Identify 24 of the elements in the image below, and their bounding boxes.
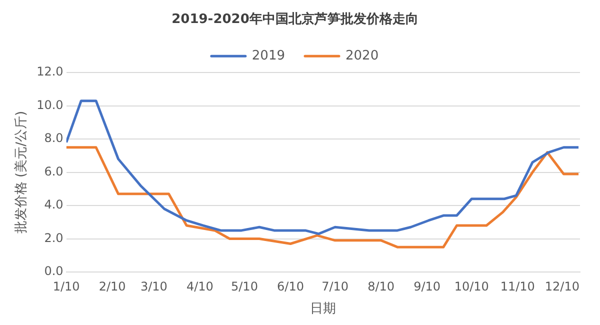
x-tick-label: 7/10 xyxy=(322,279,349,294)
y-tick-label: 8.0 xyxy=(44,131,64,146)
x-tick-label: 3/10 xyxy=(140,279,168,294)
x-tick-label: 2/10 xyxy=(98,279,126,294)
legend-label: 2019 xyxy=(252,48,286,64)
x-tick-label: 11/10 xyxy=(500,279,535,294)
y-tick-label: 0.0 xyxy=(44,264,64,278)
y-tick-label: 4.0 xyxy=(44,198,64,212)
x-tick-label: 8/10 xyxy=(368,279,395,294)
x-tick-label: 6/10 xyxy=(277,279,304,294)
chart-title: 2019-2020年中国北京芦笋批发价格走向 xyxy=(172,11,418,28)
x-tick-label: 12/10 xyxy=(544,279,580,294)
x-tick-label: 4/10 xyxy=(186,279,214,294)
legend-label: 2020 xyxy=(346,48,379,64)
x-tick-label: 1/10 xyxy=(52,279,80,294)
y-axis-title: 批发价格 (美元/公斤) xyxy=(13,110,30,234)
y-tick-label: 12.0 xyxy=(36,64,64,79)
x-tick-label: 9/10 xyxy=(414,279,441,294)
x-axis-title: 日期 xyxy=(310,302,336,317)
x-tick-label: 10/10 xyxy=(454,279,489,294)
y-tick-label: 10.0 xyxy=(36,98,64,112)
y-tick-label: 2.0 xyxy=(44,230,64,245)
y-tick-label: 6.0 xyxy=(44,164,64,178)
x-tick-label: 5/10 xyxy=(231,279,258,294)
